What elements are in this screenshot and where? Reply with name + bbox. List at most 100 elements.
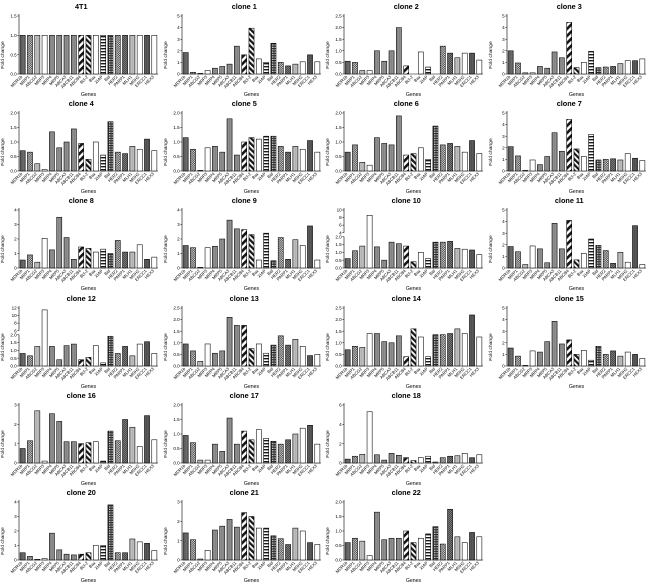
svg-text:1: 1 [502,254,505,259]
svg-text:Fold change: Fold change [0,333,6,361]
svg-text:2.0: 2.0 [173,402,180,407]
svg-text:3: 3 [502,134,505,139]
svg-text:clone 10: clone 10 [392,196,421,205]
svg-text:clone 9: clone 9 [231,196,256,205]
svg-text:XIAP: XIAP [256,171,267,182]
svg-text:0.0: 0.0 [335,266,342,271]
svg-text:4: 4 [339,422,342,427]
svg-text:Fold change: Fold change [163,527,169,555]
svg-text:XIAP: XIAP [418,366,429,377]
svg-text:XIAP: XIAP [581,74,592,85]
svg-text:0.0: 0.0 [173,169,180,174]
svg-text:1.5: 1.5 [173,125,180,130]
svg-text:XIAP: XIAP [581,269,592,280]
svg-text:clone 2: clone 2 [394,2,419,11]
svg-text:clone 14: clone 14 [392,293,422,302]
svg-text:1: 1 [502,157,505,162]
svg-text:1.5: 1.5 [10,340,17,345]
svg-text:Fold change: Fold change [163,138,169,166]
svg-text:XIAP: XIAP [256,74,267,85]
svg-text:1: 1 [502,60,505,65]
svg-text:Fold change: Fold change [163,333,169,361]
svg-text:clone 13: clone 13 [229,293,258,302]
svg-text:XIAP: XIAP [256,366,267,377]
svg-text:4T1: 4T1 [75,2,88,11]
svg-text:0: 0 [502,72,505,77]
svg-text:0: 0 [177,266,180,271]
svg-text:2.0: 2.0 [335,111,342,116]
svg-text:0.5: 0.5 [10,52,17,57]
svg-text:2: 2 [502,340,505,345]
svg-text:Fold change: Fold change [163,430,169,458]
svg-text:1: 1 [177,538,180,543]
svg-text:1.5: 1.5 [173,417,180,422]
svg-text:Fold change: Fold change [488,235,494,263]
svg-text:clone 16: clone 16 [67,391,96,400]
svg-text:0.0: 0.0 [335,72,342,77]
svg-text:2: 2 [502,48,505,53]
svg-text:3: 3 [177,37,180,42]
svg-text:XIAP: XIAP [93,560,104,571]
svg-text:XIAP: XIAP [256,560,267,571]
svg-text:XIAP: XIAP [93,171,104,182]
svg-text:XIAP: XIAP [418,171,429,182]
svg-text:3: 3 [502,37,505,42]
svg-text:2.5: 2.5 [335,305,342,310]
svg-text:2: 2 [14,528,17,533]
svg-text:2.0: 2.0 [335,499,342,504]
svg-text:1: 1 [14,543,17,548]
svg-text:XIAP: XIAP [256,269,267,280]
svg-text:2: 2 [14,237,17,242]
svg-text:0: 0 [14,266,17,271]
svg-text:1.5: 1.5 [335,37,342,42]
svg-text:Genes: Genes [406,578,422,583]
svg-text:clone 21: clone 21 [229,488,258,497]
svg-text:1.0: 1.0 [173,340,180,345]
svg-text:XIAP: XIAP [93,74,104,85]
svg-text:1.0: 1.0 [335,250,342,255]
svg-text:XIAP: XIAP [93,269,104,280]
svg-text:0.5: 0.5 [10,355,17,360]
svg-text:clone 1: clone 1 [231,2,256,11]
svg-text:5: 5 [502,208,505,213]
svg-text:0.0: 0.0 [10,169,17,174]
svg-text:10: 10 [337,208,343,213]
svg-text:2: 2 [177,237,180,242]
svg-text:clone 22: clone 22 [392,488,421,497]
svg-text:Fold change: Fold change [488,333,494,361]
svg-text:Fold change: Fold change [325,527,331,555]
svg-text:XIAP: XIAP [418,269,429,280]
svg-text:0: 0 [339,460,342,465]
svg-text:0.5: 0.5 [335,351,342,356]
svg-text:1.5: 1.5 [10,14,17,19]
svg-text:Fold change: Fold change [325,430,331,458]
svg-text:8: 8 [14,320,17,325]
svg-text:3: 3 [14,402,17,407]
svg-text:0.5: 0.5 [173,154,180,159]
svg-text:4: 4 [339,231,342,236]
svg-text:Genes: Genes [81,578,97,583]
svg-text:2.0: 2.0 [335,317,342,322]
svg-text:XIAP: XIAP [418,463,429,474]
svg-text:Fold change: Fold change [488,138,494,166]
svg-text:3: 3 [502,328,505,333]
svg-text:Fold change: Fold change [163,235,169,263]
svg-text:1.5: 1.5 [10,125,17,130]
svg-text:clone 20: clone 20 [67,488,96,497]
svg-text:0.0: 0.0 [173,363,180,368]
svg-text:3: 3 [14,514,17,519]
svg-text:0: 0 [502,169,505,174]
svg-text:0: 0 [502,363,505,368]
svg-text:2.0: 2.0 [173,317,180,322]
svg-text:1.5: 1.5 [173,328,180,333]
svg-text:3: 3 [502,231,505,236]
svg-text:clone 11: clone 11 [554,196,583,205]
svg-text:0.5: 0.5 [10,154,17,159]
svg-text:XIAP: XIAP [418,74,429,85]
svg-text:clone 7: clone 7 [556,99,581,108]
svg-text:1.0: 1.0 [173,140,180,145]
svg-text:0.5: 0.5 [335,543,342,548]
svg-text:1: 1 [177,60,180,65]
svg-text:Genes: Genes [243,578,259,583]
svg-text:5: 5 [502,111,505,116]
